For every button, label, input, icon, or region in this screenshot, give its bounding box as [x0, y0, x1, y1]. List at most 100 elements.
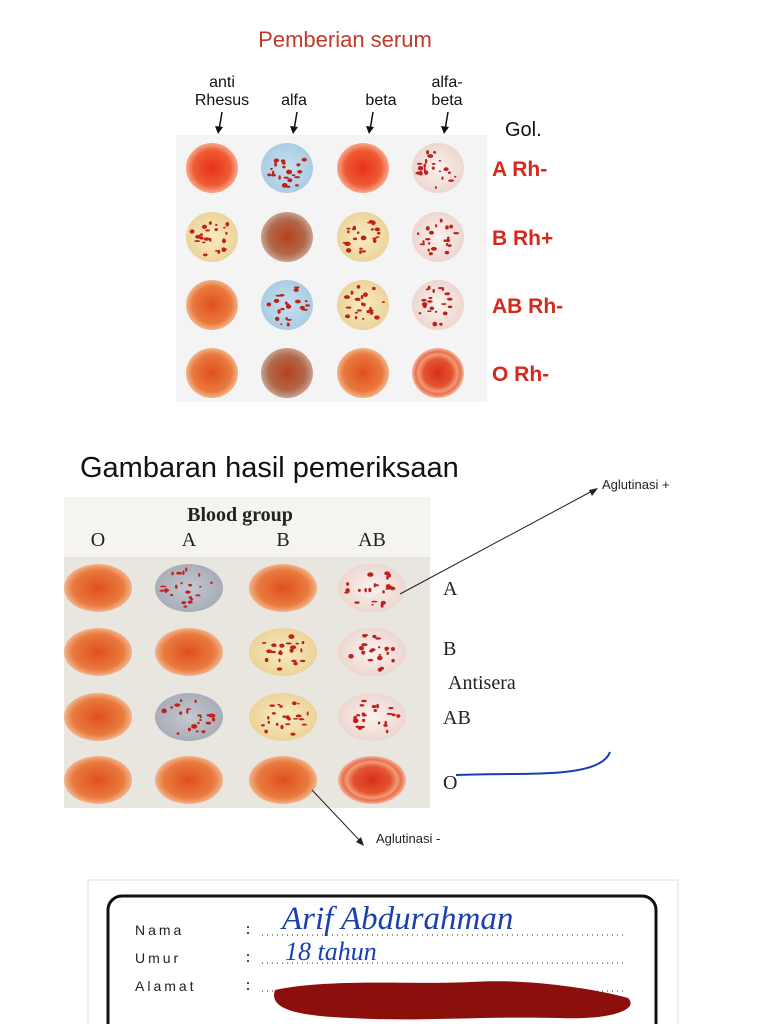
row-label: AB — [443, 707, 471, 729]
clump — [269, 704, 276, 707]
clump — [362, 634, 367, 638]
clump — [294, 184, 299, 187]
clump — [422, 240, 425, 245]
clump — [299, 305, 305, 310]
clump — [170, 706, 173, 709]
test-spot — [64, 564, 132, 612]
clump — [201, 224, 208, 229]
test-spot — [64, 693, 132, 741]
clump — [372, 237, 377, 240]
clump — [179, 699, 183, 702]
clump — [428, 296, 433, 300]
annotation-negative: Aglutinasi - — [376, 831, 440, 846]
clump — [280, 159, 286, 163]
clump — [381, 301, 385, 303]
clump — [291, 701, 297, 706]
row-label: A — [443, 578, 458, 600]
clump — [362, 292, 368, 297]
clump — [195, 234, 202, 239]
clump — [291, 174, 296, 177]
clump — [279, 705, 283, 708]
card-border — [106, 894, 658, 1024]
clump — [427, 154, 434, 158]
clump — [225, 221, 230, 227]
clump — [350, 290, 354, 295]
test-spot — [186, 348, 238, 398]
clump — [437, 286, 443, 290]
clump — [444, 250, 450, 255]
clump — [371, 600, 378, 603]
clump — [361, 250, 366, 253]
clump — [297, 702, 300, 705]
column-header: alfa — [281, 92, 307, 109]
clump — [287, 178, 293, 183]
test-spot — [186, 280, 238, 330]
test-spot — [412, 212, 464, 262]
clump — [285, 317, 288, 321]
clump — [434, 310, 438, 313]
clump — [359, 704, 365, 707]
test-spot — [261, 348, 313, 398]
test-spot — [338, 756, 406, 804]
clump — [275, 722, 279, 726]
clump — [441, 303, 447, 305]
clump — [282, 715, 287, 718]
clump — [374, 315, 380, 320]
clump — [187, 727, 192, 732]
clump — [430, 246, 437, 251]
clump — [187, 600, 193, 604]
test-spot — [64, 628, 132, 676]
arrow-head — [589, 488, 598, 496]
clump — [304, 300, 308, 303]
clump — [361, 699, 367, 703]
clump — [271, 173, 277, 177]
clump — [274, 162, 277, 167]
clump — [367, 221, 372, 224]
clump — [278, 658, 281, 663]
clump — [344, 241, 351, 246]
arrow-line — [311, 789, 363, 844]
clump — [288, 634, 295, 639]
clump — [306, 711, 309, 716]
clump — [159, 589, 166, 592]
clump — [266, 302, 272, 307]
clump — [189, 229, 195, 234]
clump — [277, 703, 281, 706]
field-label: Nama — [135, 922, 184, 938]
clump — [202, 253, 208, 257]
clump — [287, 717, 291, 721]
clump — [186, 709, 189, 714]
clump — [396, 714, 401, 718]
clump — [274, 316, 280, 321]
clump — [190, 597, 194, 601]
row-label: A Rh- — [492, 158, 547, 181]
clump — [391, 658, 395, 663]
test-spot — [412, 348, 464, 398]
arrow-head — [290, 126, 298, 134]
clump — [371, 286, 376, 291]
clump — [352, 237, 358, 241]
clump — [427, 248, 430, 252]
handwritten-value: 18 tahun — [285, 937, 377, 966]
clump — [380, 600, 387, 605]
clump — [225, 231, 228, 235]
clump — [296, 163, 301, 167]
clump — [432, 321, 438, 327]
clump — [301, 641, 305, 645]
clump — [415, 171, 422, 175]
clump — [432, 288, 435, 294]
clump — [352, 718, 359, 724]
clump — [176, 571, 183, 575]
clump — [417, 166, 424, 171]
clump — [267, 715, 270, 720]
clump — [446, 236, 450, 240]
clump — [199, 718, 202, 722]
clump — [454, 175, 457, 178]
clump — [161, 708, 167, 714]
clump — [431, 166, 435, 170]
clump — [423, 163, 426, 168]
clump — [175, 584, 178, 589]
clump — [383, 724, 388, 727]
clump — [421, 298, 427, 302]
